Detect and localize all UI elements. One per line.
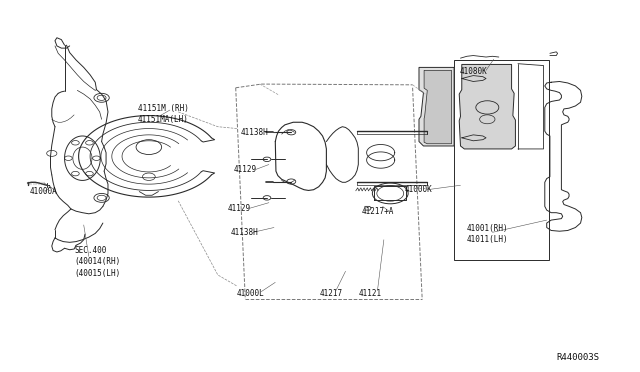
Text: SEC.400
(40014(RH)
(40015(LH): SEC.400 (40014(RH) (40015(LH) [74,246,120,278]
Text: 41129: 41129 [234,165,257,174]
Text: 41151M (RH)
41151MA(LH): 41151M (RH) 41151MA(LH) [138,104,189,124]
Text: 41129: 41129 [227,204,250,213]
Polygon shape [460,64,515,149]
Text: R440003S: R440003S [556,353,599,362]
Text: 41217: 41217 [320,289,343,298]
Text: 41001(RH)
41011(LH): 41001(RH) 41011(LH) [467,224,509,244]
Text: 41138H: 41138H [230,228,259,237]
Polygon shape [424,70,452,144]
Text: 41000L: 41000L [237,289,265,298]
Polygon shape [419,67,454,146]
Text: 41080K: 41080K [460,67,487,76]
Text: 41138H: 41138H [240,128,268,137]
Text: 41000A: 41000A [30,187,58,196]
Text: 41217+A: 41217+A [362,208,394,217]
Text: 41121: 41121 [358,289,381,298]
Text: 41000K: 41000K [405,185,433,194]
